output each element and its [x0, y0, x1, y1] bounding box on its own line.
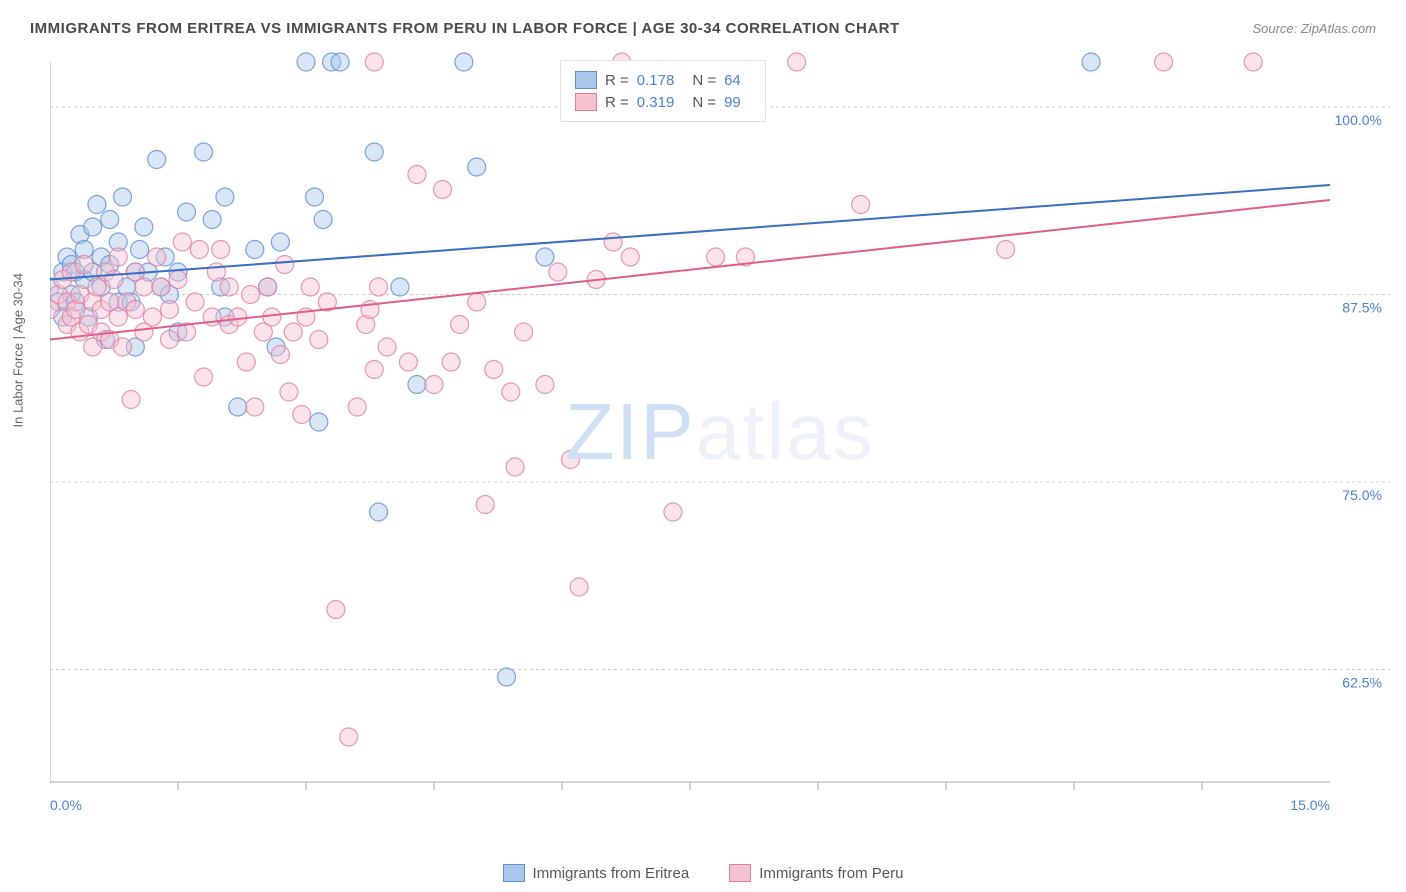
- svg-text:15.0%: 15.0%: [1290, 797, 1330, 812]
- swatch-icon: [575, 71, 597, 89]
- swatch-icon: [503, 864, 525, 882]
- svg-text:0.0%: 0.0%: [50, 797, 82, 812]
- svg-text:100.0%: 100.0%: [1335, 112, 1382, 128]
- swatch-icon: [729, 864, 751, 882]
- svg-text:75.0%: 75.0%: [1342, 487, 1382, 503]
- bottom-legend: Immigrants from Eritrea Immigrants from P…: [0, 864, 1406, 882]
- svg-text:87.5%: 87.5%: [1342, 300, 1382, 316]
- legend-label: Immigrants from Eritrea: [533, 865, 690, 882]
- source-text: Source: ZipAtlas.com: [1252, 21, 1376, 36]
- swatch-icon: [575, 93, 597, 111]
- legend-item: Immigrants from Peru: [729, 864, 903, 882]
- chart-container: ZIPatlas 62.5%75.0%87.5%100.0%0.0%15.0%: [50, 52, 1390, 812]
- y-axis-label: In Labor Force | Age 30-34: [11, 273, 26, 427]
- chart-title: IMMIGRANTS FROM ERITREA VS IMMIGRANTS FR…: [30, 20, 900, 37]
- stats-row: R = 0.178N = 64: [575, 69, 751, 91]
- scatter-chart: 62.5% 75.0% 87.5% 100.0% 0.0% 15.0%: [50, 52, 1390, 812]
- stats-legend: R = 0.178N = 64R = 0.319N = 99: [560, 60, 766, 122]
- svg-text:62.5%: 62.5%: [1342, 675, 1382, 691]
- stats-row: R = 0.319N = 99: [575, 91, 751, 113]
- legend-label: Immigrants from Peru: [759, 865, 903, 882]
- legend-item: Immigrants from Eritrea: [503, 864, 690, 882]
